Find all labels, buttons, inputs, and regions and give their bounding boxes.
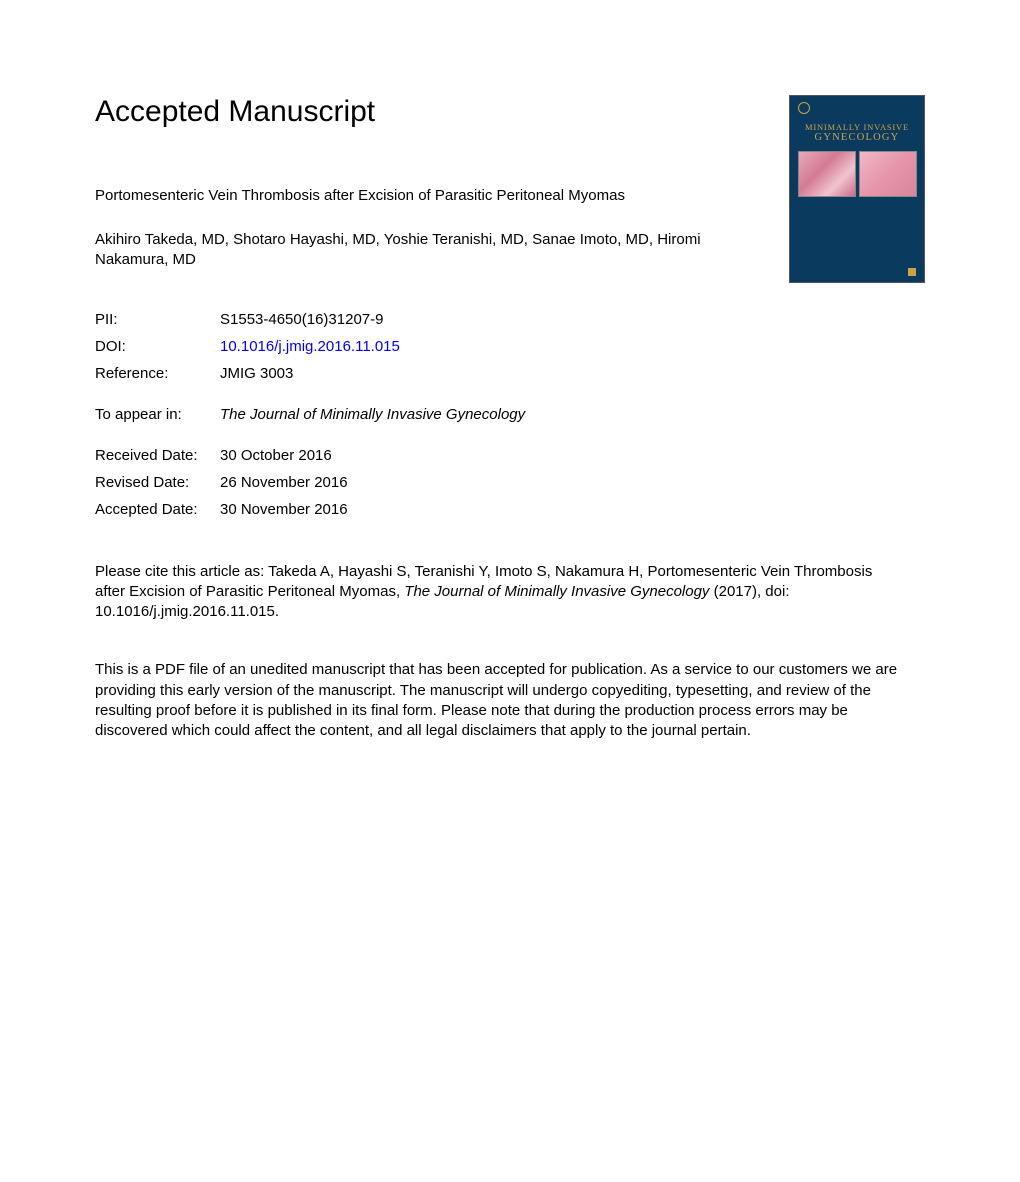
accepted-date-value: 30 November 2016 [220,501,348,518]
accepted-date-row: Accepted Date: 30 November 2016 [95,501,925,518]
article-authors: Akihiro Takeda, MD, Shotaro Hayashi, MD,… [95,230,735,271]
publisher-logo-icon [798,102,810,114]
cover-journal-line1: MINIMALLY INVASIVE [805,122,909,132]
to-appear-row: To appear in: The Journal of Minimally I… [95,406,925,423]
pii-label: PII: [95,311,220,328]
pii-row: PII: S1553-4650(16)31207-9 [95,311,925,328]
to-appear-value: The Journal of Minimally Invasive Gyneco… [220,406,525,423]
revised-date-label: Revised Date: [95,474,220,491]
received-date-row: Received Date: 30 October 2016 [95,447,925,464]
to-appear-label: To appear in: [95,406,220,423]
cover-journal-line2: GYNECOLOGY [815,132,900,143]
metadata-table: PII: S1553-4650(16)31207-9 DOI: 10.1016/… [95,311,925,382]
cover-photo-left [798,151,856,197]
revised-date-row: Revised Date: 26 November 2016 [95,474,925,491]
revised-date-value: 26 November 2016 [220,474,348,491]
disclaimer-text: This is a PDF file of an unedited manusc… [95,660,910,741]
cover-publisher-mark-icon [908,268,916,276]
reference-label: Reference: [95,365,220,382]
citation-text: Please cite this article as: Takeda A, H… [95,562,905,623]
reference-row: Reference: JMIG 3003 [95,365,925,382]
accepted-date-label: Accepted Date: [95,501,220,518]
journal-cover-thumbnail: MINIMALLY INVASIVE GYNECOLOGY [789,95,925,283]
pii-value: S1553-4650(16)31207-9 [220,311,383,328]
cover-photo-right [859,151,917,197]
doi-row: DOI: 10.1016/j.jmig.2016.11.015 [95,338,925,355]
doi-label: DOI: [95,338,220,355]
reference-value: JMIG 3003 [220,365,293,382]
cover-images-row [798,151,917,197]
manuscript-page: Accepted Manuscript MINIMALLY INVASIVE G… [0,0,1020,1182]
received-date-label: Received Date: [95,447,220,464]
article-title: Portomesenteric Vein Thrombosis after Ex… [95,187,735,204]
citation-journal: The Journal of Minimally Invasive Gyneco… [404,583,709,600]
doi-link[interactable]: 10.1016/j.jmig.2016.11.015 [220,338,400,355]
received-date-value: 30 October 2016 [220,447,332,464]
dates-block: Received Date: 30 October 2016 Revised D… [95,447,925,518]
